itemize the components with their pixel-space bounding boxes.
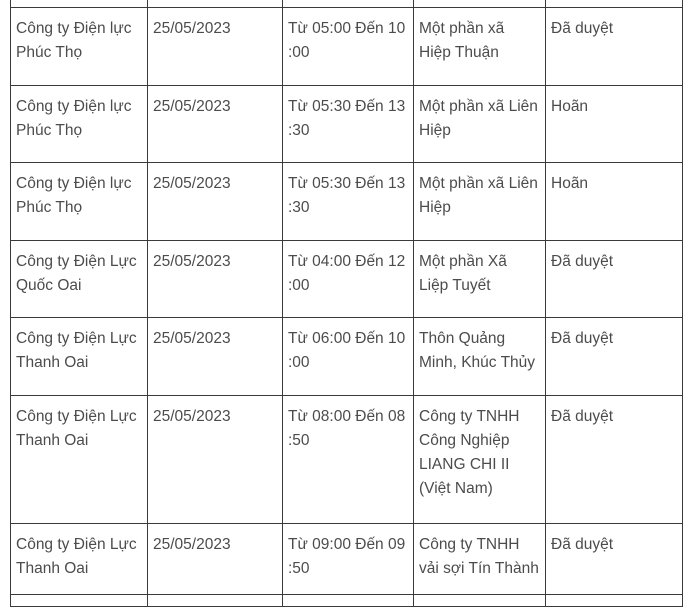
empty-cell [413, 593, 546, 607]
empty-cell [147, 593, 283, 607]
empty-cell [282, 0, 414, 8]
company-cell: Công ty Điện Lực Thanh Oai [10, 317, 148, 396]
area-cell: Thôn Quảng Minh, Khúc Thủy [413, 317, 546, 396]
date-cell: 25/05/2023 [147, 394, 283, 524]
time-cell: Từ 05:00 Đến 10 :00 [282, 7, 414, 86]
time-cell: Từ 04:00 Đến 12 :00 [282, 239, 414, 318]
date-cell: 25/05/2023 [147, 523, 283, 595]
table-row: Công ty Điện Lực Thanh Oai 25/05/2023 Từ… [10, 523, 683, 595]
company-cell: Công ty Điện Lực Thanh Oai [10, 394, 148, 524]
company-cell: Công ty Điện lực Phúc Thọ [10, 7, 148, 86]
empty-cell [413, 0, 546, 8]
partial-row-bottom [10, 593, 683, 607]
time-cell: Từ 06:00 Đến 10 :00 [282, 317, 414, 396]
status-cell: Đã duyệt [545, 523, 683, 595]
time-cell: Từ 08:00 Đến 08 :50 [282, 394, 414, 524]
status-cell: Hoãn [545, 162, 683, 241]
status-cell: Đã duyệt [545, 394, 683, 524]
area-cell: Một phần Xã Liệp Tuyết [413, 239, 546, 318]
time-cell: Từ 09:00 Đến 09 :50 [282, 523, 414, 595]
date-cell: 25/05/2023 [147, 317, 283, 396]
table-row: Công ty Điện lực Phúc Thọ 25/05/2023 Từ … [10, 7, 683, 86]
partial-row-top [10, 0, 683, 8]
area-cell: Công ty TNHH Công Nghiệp LIANG CHI II (V… [413, 394, 546, 524]
table-row: Công ty Điện Lực Quốc Oai 25/05/2023 Từ … [10, 239, 683, 318]
table-row: Công ty Điện Lực Thanh Oai 25/05/2023 Từ… [10, 394, 683, 524]
date-cell: 25/05/2023 [147, 7, 283, 86]
time-cell: Từ 05:30 Đến 13 :30 [282, 162, 414, 241]
date-cell: 25/05/2023 [147, 239, 283, 318]
time-cell: Từ 05:30 Đến 13 :30 [282, 84, 414, 163]
empty-cell [10, 593, 148, 607]
company-cell: Công ty Điện Lực Thanh Oai [10, 523, 148, 595]
area-cell: Công ty TNHH vải sợi Tín Thành [413, 523, 546, 595]
empty-cell [147, 0, 283, 8]
company-cell: Công ty Điện lực Phúc Thọ [10, 162, 148, 241]
status-cell: Đã duyệt [545, 7, 683, 86]
status-cell: Đã duyệt [545, 317, 683, 396]
table-row: Công ty Điện Lực Thanh Oai 25/05/2023 Từ… [10, 317, 683, 396]
status-cell: Hoãn [545, 84, 683, 163]
empty-cell [545, 593, 683, 607]
empty-cell [10, 0, 148, 8]
empty-cell [282, 593, 414, 607]
table-row: Công ty Điện lực Phúc Thọ 25/05/2023 Từ … [10, 84, 683, 163]
status-cell: Đã duyệt [545, 239, 683, 318]
outage-schedule-table: Công ty Điện lực Phúc Thọ 25/05/2023 Từ … [10, 0, 683, 607]
company-cell: Công ty Điện Lực Quốc Oai [10, 239, 148, 318]
area-cell: Một phần xã Hiệp Thuận [413, 7, 546, 86]
date-cell: 25/05/2023 [147, 84, 283, 163]
date-cell: 25/05/2023 [147, 162, 283, 241]
company-cell: Công ty Điện lực Phúc Thọ [10, 84, 148, 163]
area-cell: Một phần xã Liên Hiệp [413, 84, 546, 163]
empty-cell [545, 0, 683, 8]
area-cell: Một phần xã Liên Hiệp [413, 162, 546, 241]
table-row: Công ty Điện lực Phúc Thọ 25/05/2023 Từ … [10, 162, 683, 241]
